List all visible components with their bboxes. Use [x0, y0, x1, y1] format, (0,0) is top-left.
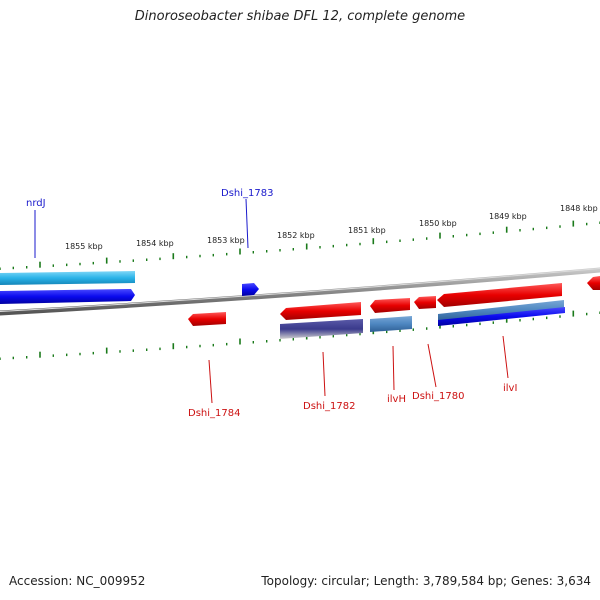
- Dshi_1782-cds-feature: [280, 319, 363, 339]
- outer-scale-ticks: [0, 220, 600, 270]
- scale-label-1849: 1849 kbp: [489, 212, 527, 221]
- ilvI-cds-feature-2: [438, 307, 565, 326]
- genome-info-text: Topology: circular; Length: 3,789,584 bp…: [261, 574, 591, 588]
- map-title: Dinoroseobacter shibae DFL 12, complete …: [134, 9, 466, 24]
- gene-label-ilvH: ilvH: [387, 394, 406, 405]
- forward-features: [0, 271, 259, 304]
- gene-label-nrdJ: nrdJ: [26, 198, 46, 209]
- gene-label-Dshi_1783: Dshi_1783: [221, 188, 273, 199]
- edge-gene-feature: [587, 276, 600, 290]
- gene-label-ilvI: ilvI: [503, 383, 517, 394]
- Dshi_1783-gene-feature: [242, 283, 259, 296]
- ilvI-leader: [502, 335, 509, 379]
- scale-labels: 1855 kbp 1854 kbp 1853 kbp 1852 kbp 1851…: [65, 204, 598, 251]
- reverse-features: [188, 276, 600, 339]
- scale-label-1851: 1851 kbp: [348, 226, 386, 235]
- Dshi_1783-leader: [245, 198, 249, 249]
- ilvH-cds-feature: [370, 316, 412, 332]
- ilvI-cds-feature: [438, 300, 564, 321]
- nrdJ-cds-feature: [0, 271, 135, 285]
- scale-label-1850: 1850 kbp: [419, 219, 457, 228]
- gene-label-Dshi_1780: Dshi_1780: [412, 391, 464, 402]
- Dshi_1784-gene-feature: [188, 312, 226, 326]
- ilvH-gene-feature: [370, 298, 410, 313]
- Dshi_1780-gene-feature: [414, 296, 436, 309]
- gene-labels: nrdJ Dshi_1783 Dshi_1784 Dshi_1782 ilvH …: [26, 188, 517, 419]
- scale-label-1848: 1848 kbp: [560, 204, 598, 213]
- ilvH-leader: [392, 345, 395, 391]
- accession-text: Accession: NC_009952: [9, 574, 146, 588]
- scale-label-1852: 1852 kbp: [277, 231, 315, 240]
- scale-label-1853: 1853 kbp: [207, 236, 245, 245]
- scale-label-1855: 1855 kbp: [65, 242, 103, 251]
- scale-label-1854: 1854 kbp: [136, 239, 174, 248]
- Dshi_1782-leader: [322, 351, 326, 397]
- ilvI-gene-feature: [437, 283, 562, 307]
- genome-backbone: [0, 267, 600, 316]
- nrdJ-gene-feature: [0, 289, 135, 304]
- gene-label-Dshi_1782: Dshi_1782: [303, 401, 355, 412]
- gene-label-Dshi_1784: Dshi_1784: [188, 408, 240, 419]
- Dshi_1782-gene-feature: [280, 302, 361, 320]
- label-leaders: [34, 198, 509, 404]
- Dshi_1780-leader: [427, 343, 437, 388]
- Dshi_1784-leader: [208, 359, 213, 404]
